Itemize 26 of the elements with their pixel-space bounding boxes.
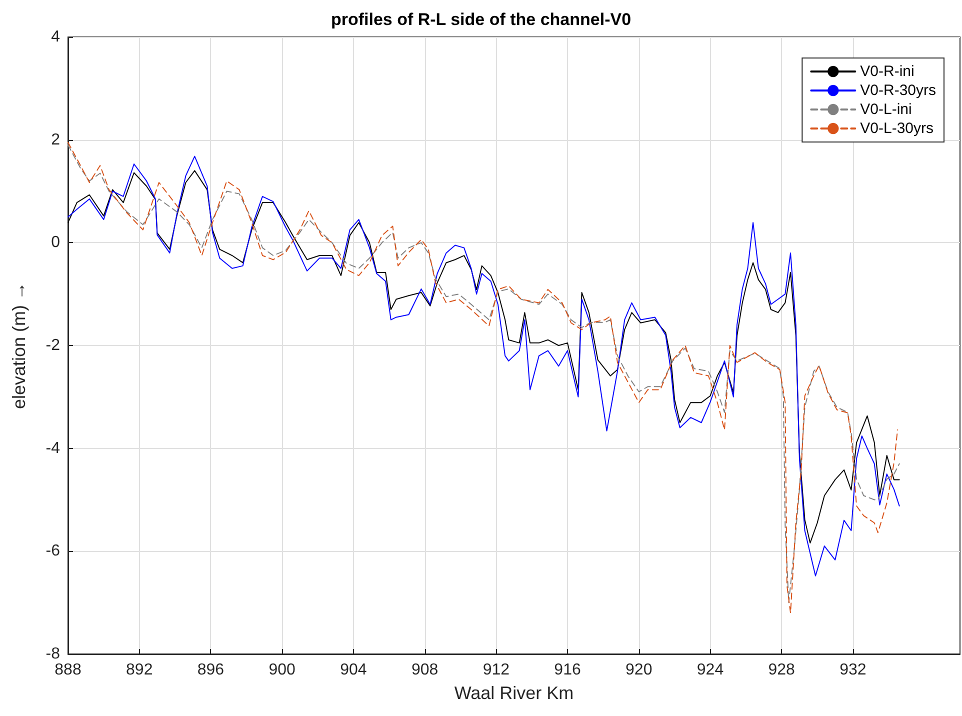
y-tick-label: -2: [46, 337, 60, 354]
x-axis-title: Waal River Km: [454, 683, 574, 703]
x-tick-label: 908: [411, 662, 438, 678]
x-tick-label: 896: [197, 662, 224, 678]
x-tick-label: 900: [268, 662, 296, 678]
y-tick-label: -8: [46, 646, 60, 662]
x-tick-label: 932: [840, 662, 866, 678]
x-tick-label: 928: [768, 662, 796, 678]
x-tick-label: 904: [340, 662, 367, 678]
x-tick-label: 912: [482, 662, 510, 678]
y-tick-label: 2: [51, 131, 60, 148]
x-tick-label: 920: [626, 662, 652, 678]
legend-label: V0-R-30yrs: [860, 82, 936, 99]
y-axis-title: elevation (m) →: [9, 282, 29, 410]
x-tick-label: 916: [554, 662, 581, 678]
y-tick-label: 4: [51, 28, 60, 46]
legend-label: V0-L-ini: [860, 101, 912, 118]
chart-title: profiles of R-L side of the channel-V0: [330, 10, 632, 29]
y-tick-label: -4: [46, 440, 60, 457]
x-tick-label: 892: [126, 662, 153, 678]
legend-label: V0-L-30yrs: [860, 120, 934, 137]
y-tick-label: 0: [51, 234, 60, 252]
x-tick-label: 924: [696, 662, 724, 678]
y-tick-label: -6: [46, 542, 60, 560]
x-tick-label: 888: [54, 662, 82, 678]
legend-label: V0-R-ini: [860, 63, 914, 80]
